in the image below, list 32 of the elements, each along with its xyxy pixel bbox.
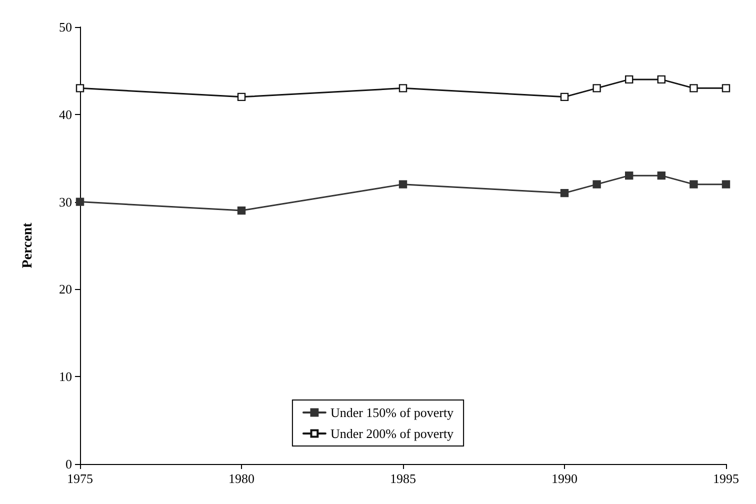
x-tick-label: 1975	[67, 471, 93, 486]
point	[560, 188, 569, 198]
point	[690, 180, 698, 188]
point	[690, 84, 698, 92]
y-tick-label: 40	[59, 106, 72, 122]
point	[722, 180, 730, 188]
point	[76, 84, 84, 92]
legend-label: Under 200% of poverty	[330, 426, 454, 441]
y-tick-label: 10	[59, 369, 72, 384]
y-tick-label: 20	[59, 282, 72, 297]
point	[625, 75, 634, 84]
point	[76, 198, 84, 206]
point	[560, 92, 569, 102]
point	[592, 180, 601, 188]
point	[625, 171, 634, 180]
x-tick-label: 1985	[390, 471, 416, 486]
point	[657, 171, 666, 180]
x-tick-label: 1990	[552, 471, 578, 486]
point	[592, 84, 601, 92]
y-tick-label: 50	[59, 20, 72, 34]
point	[237, 206, 246, 215]
x-tick-label: 1995	[713, 471, 739, 486]
y-tick-label: 0	[66, 456, 72, 472]
x-tick-label: 1980	[228, 471, 254, 486]
point	[722, 84, 730, 92]
y-tick-label: 30	[59, 194, 72, 210]
point	[657, 75, 666, 84]
legend-label: Under 150% of poverty	[330, 405, 454, 420]
point	[398, 84, 408, 92]
y-axis-title: Percent	[20, 222, 36, 268]
point	[237, 92, 246, 102]
point	[398, 180, 408, 188]
